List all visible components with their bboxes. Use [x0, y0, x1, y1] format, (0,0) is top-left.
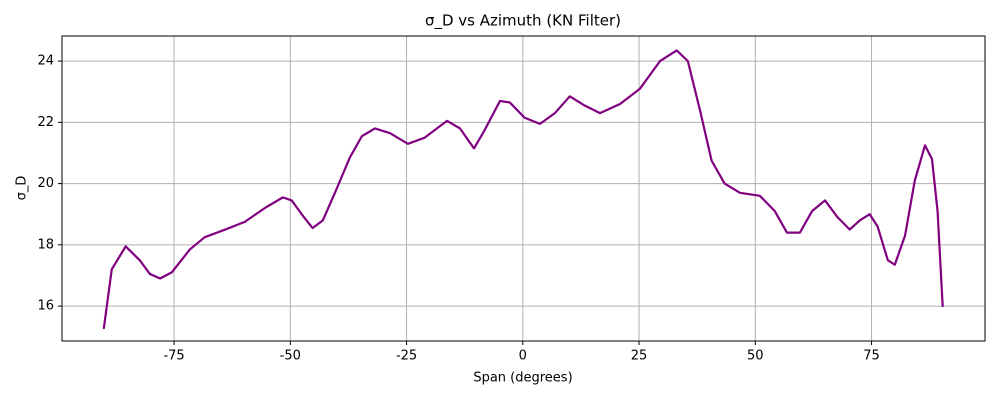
x-axis-label: Span (degrees): [473, 371, 572, 386]
y-tick-label: 18: [37, 237, 54, 252]
x-tick-label: -75: [163, 349, 184, 364]
x-tick-label: 25: [631, 349, 648, 364]
x-tick-label: -25: [396, 349, 417, 364]
y-tick-label: 24: [37, 54, 54, 69]
y-tick-label: 20: [37, 176, 54, 191]
x-tick-label: 50: [747, 349, 764, 364]
chart-title: σ_D vs Azimuth (KN Filter): [425, 12, 621, 31]
x-tick-label: -50: [280, 349, 301, 364]
y-tick-label: 22: [37, 115, 54, 130]
x-tick-label: 75: [863, 349, 880, 364]
y-tick-label: 16: [37, 299, 54, 314]
y-axis-label: σ_D: [15, 176, 30, 201]
x-tick-label: 0: [519, 349, 527, 364]
data-line: [102, 49, 944, 330]
plot-frame: [61, 35, 986, 342]
